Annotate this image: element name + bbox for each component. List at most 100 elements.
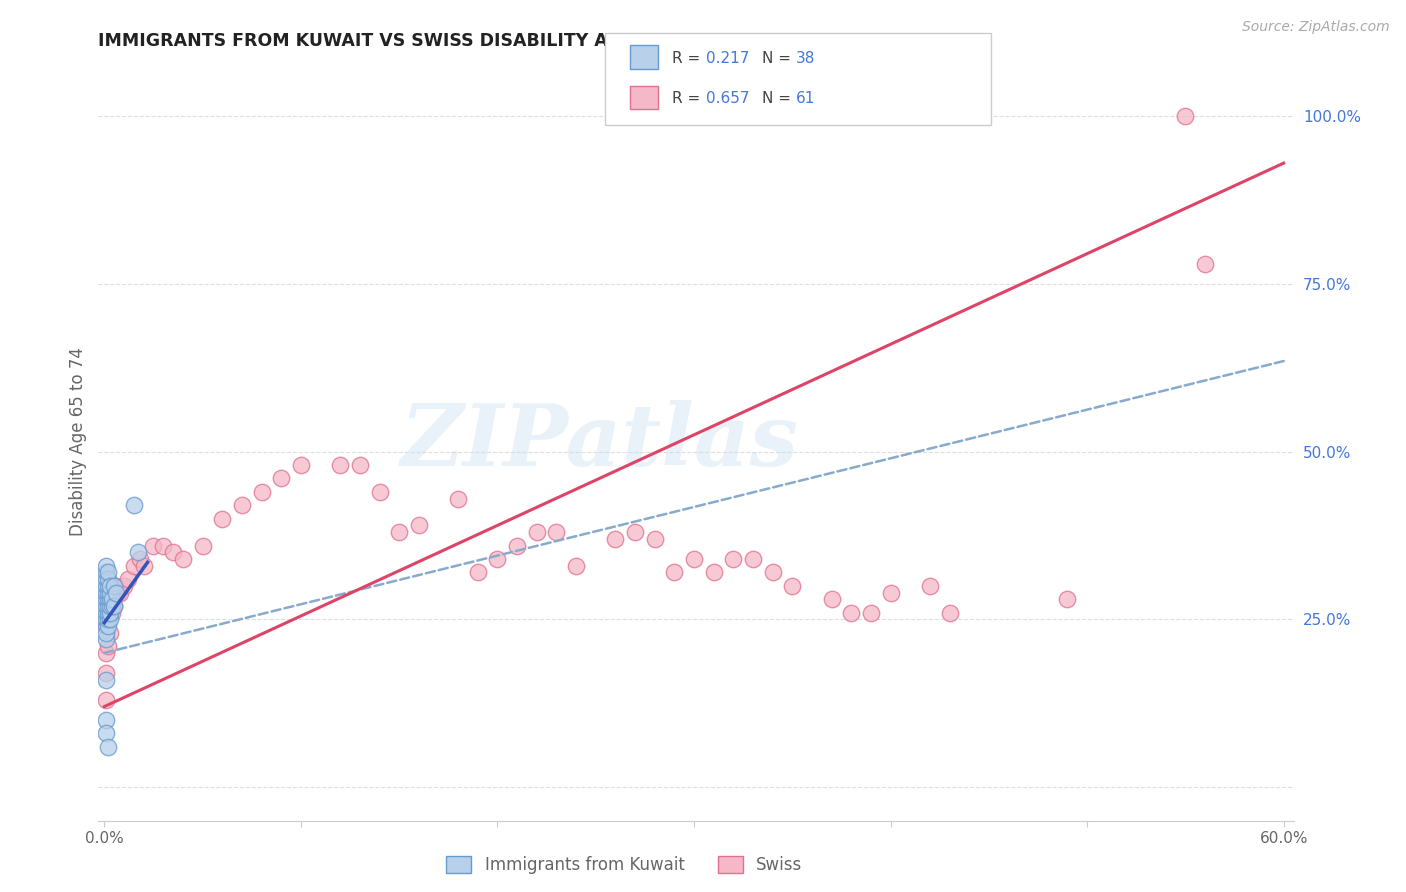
Point [879,585,901,599]
Text: 0.217: 0.217 [706,51,749,66]
Point [162,545,184,559]
Point [447,491,470,506]
Point [122,498,145,512]
Point [101,599,124,613]
Point [782,579,804,593]
Point [98,592,121,607]
Text: IMMIGRANTS FROM KUWAIT VS SWISS DISABILITY AGE 65 TO 74 CORRELATION CHART: IMMIGRANTS FROM KUWAIT VS SWISS DISABILI… [98,32,942,50]
Point [211,512,233,526]
Point [605,532,627,546]
Point [97,592,120,607]
Point [172,552,194,566]
Point [96,619,118,633]
Point [97,612,120,626]
Text: R =: R = [672,91,706,106]
Text: 0.657: 0.657 [706,91,749,106]
Point [96,632,118,647]
Point [117,572,139,586]
Point [388,525,411,540]
Point [97,566,120,580]
Point [349,458,371,472]
Point [859,606,882,620]
Point [122,558,145,573]
Point [408,518,430,533]
Point [938,606,960,620]
Point [644,532,666,546]
Point [270,471,292,485]
Point [839,606,862,620]
Point [98,606,121,620]
Point [97,599,120,613]
Point [683,552,706,566]
Point [96,673,118,687]
Text: 61: 61 [796,91,815,106]
Point [96,606,118,620]
Text: R =: R = [672,51,706,66]
Point [96,612,118,626]
Point [565,558,588,573]
Point [467,566,489,580]
Text: N =: N = [762,51,796,66]
Legend: Immigrants from Kuwait, Swiss: Immigrants from Kuwait, Swiss [440,849,808,880]
Point [526,525,548,540]
Point [96,599,118,613]
Point [98,579,121,593]
Point [97,585,120,599]
Point [98,585,121,599]
Point [97,639,120,653]
Point [703,566,725,580]
Point [191,539,214,553]
Point [96,646,118,660]
Point [96,666,118,681]
Point [97,739,120,754]
Point [290,458,312,472]
Text: N =: N = [762,91,796,106]
Point [103,579,125,593]
Point [96,726,118,740]
Text: ZIPatlas: ZIPatlas [401,400,800,483]
Point [152,539,174,553]
Point [96,566,118,580]
Point [97,579,120,593]
Point [96,579,118,593]
Point [97,619,120,633]
Point [98,612,121,626]
Point [368,484,391,499]
Point [624,525,647,540]
Point [98,606,121,620]
Y-axis label: Disability Age 65 to 74: Disability Age 65 to 74 [69,347,87,536]
Point [96,558,118,573]
Point [132,558,155,573]
Point [820,592,842,607]
Point [96,625,118,640]
Point [742,552,765,566]
Point [98,625,121,640]
Point [250,484,273,499]
Point [127,545,149,559]
Point [96,585,118,599]
Point [97,606,120,620]
Point [108,585,131,599]
Point [98,592,121,607]
Point [112,579,135,593]
Text: 38: 38 [796,51,815,66]
Point [105,579,128,593]
Point [128,552,150,566]
Point [329,458,352,472]
Point [101,585,124,599]
Point [96,693,118,707]
Text: Source: ZipAtlas.com: Source: ZipAtlas.com [1241,20,1389,34]
Point [103,599,125,613]
Point [105,585,128,599]
Point [664,566,686,580]
Point [97,606,120,620]
Point [231,498,253,512]
Point [762,566,785,580]
Point [101,606,124,620]
Point [506,539,529,553]
Point [96,619,118,633]
Point [918,579,941,593]
Point [546,525,568,540]
Point [98,599,121,613]
Point [96,713,118,727]
